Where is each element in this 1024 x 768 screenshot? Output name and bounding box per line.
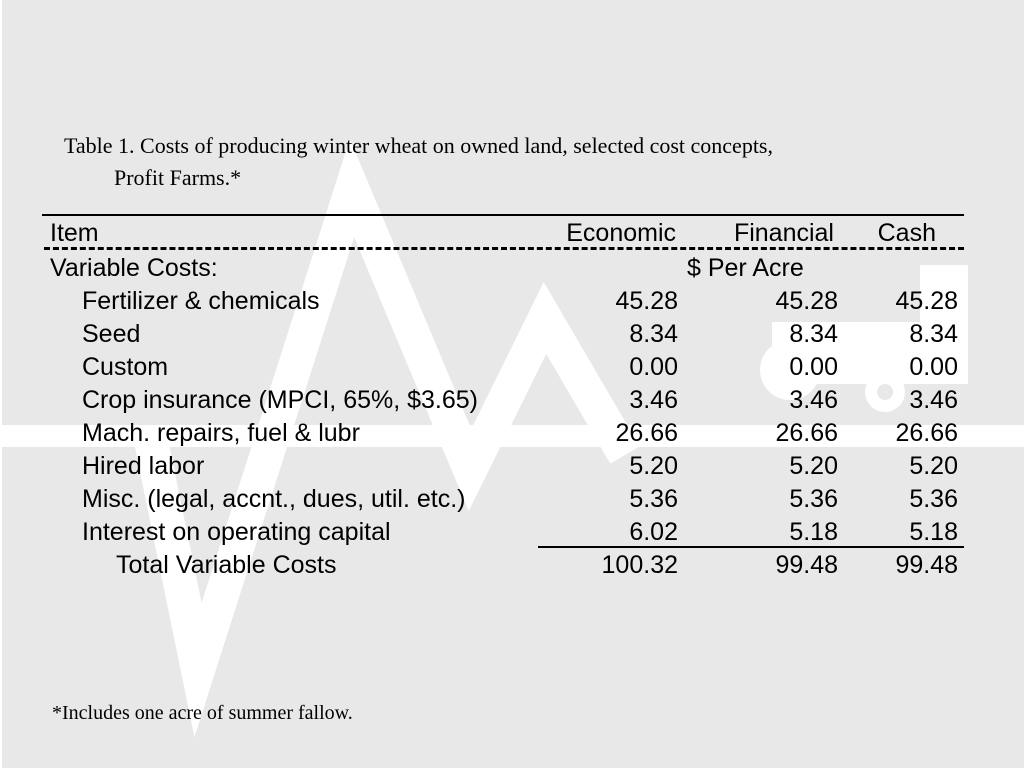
tractor-icon [760,265,968,412]
caption-line-2: Profit Farms.* [114,165,242,190]
row-economic-value: 0.00 [629,353,678,381]
row-item-label: Hired labor [82,452,205,480]
header-economic: Economic [566,219,676,247]
row-item-label: Misc. (legal, accnt., dues, util. etc.) [82,485,466,513]
row-financial-value: 26.66 [775,419,838,447]
header-item: Item [50,219,99,247]
row-cash-value: 8.34 [909,320,958,348]
section-label: Variable Costs: [50,254,218,282]
row-financial-value: 45.28 [775,287,838,315]
watermark-line [133,138,640,738]
row-item-label: Interest on operating capital [82,518,391,546]
total-financial: 99.48 [775,551,838,579]
subtotal-rule [538,546,964,548]
row-item-label: Seed [82,320,141,348]
row-economic-value: 3.46 [629,386,678,414]
header-dashed-rule [44,247,964,250]
row-item-label: Crop insurance (MPCI, 65%, $3.65) [82,386,479,414]
row-financial-value: 5.18 [789,518,838,546]
footnote: *Includes one acre of summer fallow. [52,702,353,724]
row-cash-value: 5.36 [909,485,958,513]
row-cash-value: 0.00 [909,353,958,381]
row-economic-value: 5.36 [629,485,678,513]
row-financial-value: 5.36 [789,485,838,513]
row-cash-value: 3.46 [909,386,958,414]
total-economic: 100.32 [601,551,678,579]
table-top-rule [42,214,964,216]
row-economic-value: 26.66 [615,419,678,447]
row-cash-value: 26.66 [895,419,958,447]
row-item-label: Fertilizer & chemicals [82,287,320,315]
row-financial-value: 8.34 [789,320,838,348]
unit-label: $ Per Acre [687,254,804,282]
row-item-label: Custom [82,353,169,381]
total-cash: 99.48 [895,551,958,579]
row-cash-value: 5.18 [909,518,958,546]
row-financial-value: 0.00 [789,353,838,381]
row-economic-value: 6.02 [629,518,678,546]
row-economic-value: 5.20 [629,452,678,480]
header-cash: Cash [877,219,936,247]
header-financial: Financial [733,219,834,247]
row-item-label: Mach. repairs, fuel & lubr [82,419,360,447]
total-label: Total Variable Costs [116,551,337,579]
table-caption: Table 1. Costs of producing winter wheat… [64,130,964,194]
row-cash-value: 5.20 [909,452,958,480]
row-economic-value: 8.34 [629,320,678,348]
row-financial-value: 5.20 [789,452,838,480]
row-financial-value: 3.46 [789,386,838,414]
caption-line-1: Table 1. Costs of producing winter wheat… [64,133,773,158]
row-economic-value: 45.28 [615,287,678,315]
row-cash-value: 45.28 [895,287,958,315]
